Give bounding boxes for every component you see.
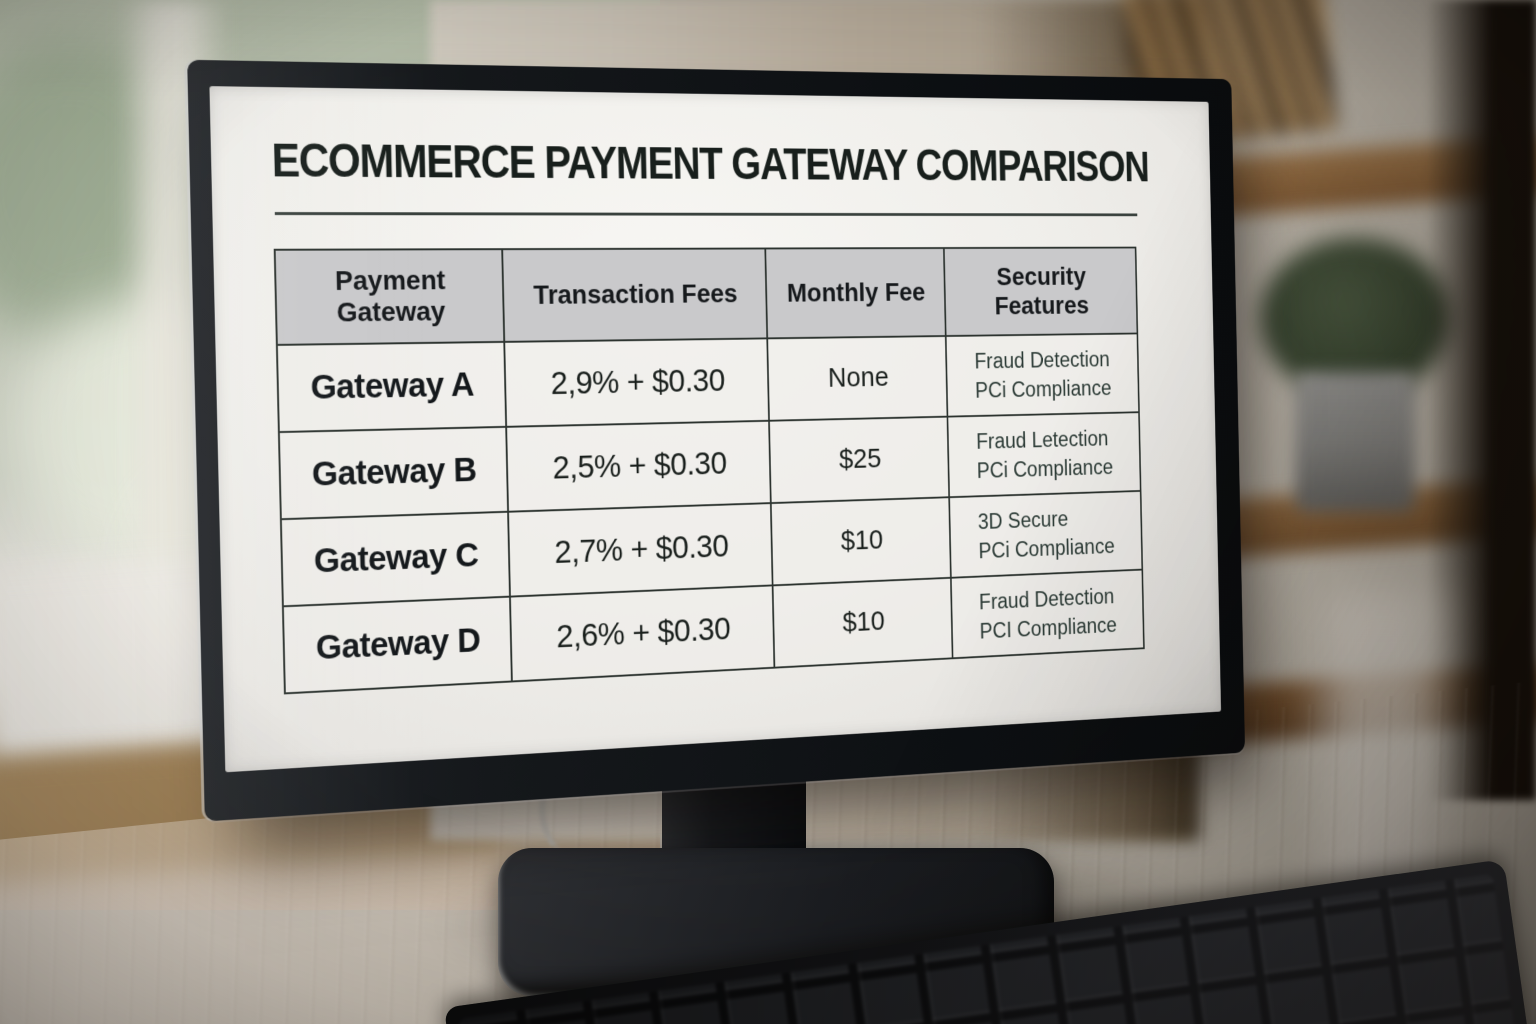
cell-transaction-fees: 2,7% + $0.30 <box>508 503 773 597</box>
security-feature-list: 3D Secure PCi Compliance <box>978 502 1115 566</box>
monitor: ECOMMERCE PAYMENT GATEWAY COMPARISON Pay… <box>187 60 1245 822</box>
page-title: ECOMMERCE PAYMENT GATEWAY COMPARISON <box>271 133 1078 192</box>
security-feature-line: PCI Compliance <box>979 610 1117 646</box>
shelf-side-panel <box>1426 0 1536 800</box>
column-header-transaction-fees: Transaction Fees <box>502 248 767 341</box>
security-feature-line: PCi Compliance <box>977 452 1114 485</box>
cell-transaction-fees: 2,5% + $0.30 <box>506 421 771 512</box>
cell-monthly-fee: $10 <box>773 578 953 668</box>
security-feature-list: Fraud Detection PCI Compliance <box>979 581 1117 646</box>
column-header-payment-gateway: Payment Gateway <box>275 249 505 345</box>
cell-gateway-name: Gateway B <box>279 427 508 519</box>
cell-monthly-fee: $25 <box>769 417 950 503</box>
photo-scene: ECOMMERCE PAYMENT GATEWAY COMPARISON Pay… <box>0 0 1536 1024</box>
cell-transaction-fees: 2,6% + $0.30 <box>510 585 774 681</box>
security-feature-line: PCi Compliance <box>975 373 1112 405</box>
cell-gateway-name: Gateway C <box>281 512 510 607</box>
cell-security-features: Fraud Detection PCI Compliance <box>951 570 1143 659</box>
cell-monthly-fee: None <box>767 336 948 421</box>
column-header-monthly-fee: Monthly Fee <box>765 248 946 338</box>
cell-security-features: 3D Secure PCi Compliance <box>950 491 1142 578</box>
comparison-table: Payment Gateway Transaction Fees Monthly… <box>274 247 1145 695</box>
security-feature-list: Fraud Letection PCi Compliance <box>976 423 1113 486</box>
security-feature-line: Fraud Detection <box>974 344 1111 376</box>
cell-transaction-fees: 2,9% + $0.30 <box>504 338 769 426</box>
cell-gateway-name: Gateway D <box>283 597 512 694</box>
plant-pot <box>1295 372 1415 512</box>
cell-gateway-name: Gateway A <box>277 342 506 432</box>
title-divider <box>275 212 1137 216</box>
security-feature-line: Fraud Letection <box>976 423 1113 456</box>
column-header-security-features: Security Features <box>944 248 1137 336</box>
cell-monthly-fee: $10 <box>771 497 951 585</box>
cell-security-features: Fraud Detection PCi Compliance <box>946 333 1139 416</box>
security-feature-line: PCi Compliance <box>978 531 1115 566</box>
security-feature-list: Fraud Detection PCi Compliance <box>974 344 1111 405</box>
header-row: Payment Gateway Transaction Fees Monthly… <box>275 248 1137 345</box>
monitor-screen: ECOMMERCE PAYMENT GATEWAY COMPARISON Pay… <box>209 86 1221 772</box>
cell-security-features: Fraud Letection PCi Compliance <box>948 412 1140 497</box>
